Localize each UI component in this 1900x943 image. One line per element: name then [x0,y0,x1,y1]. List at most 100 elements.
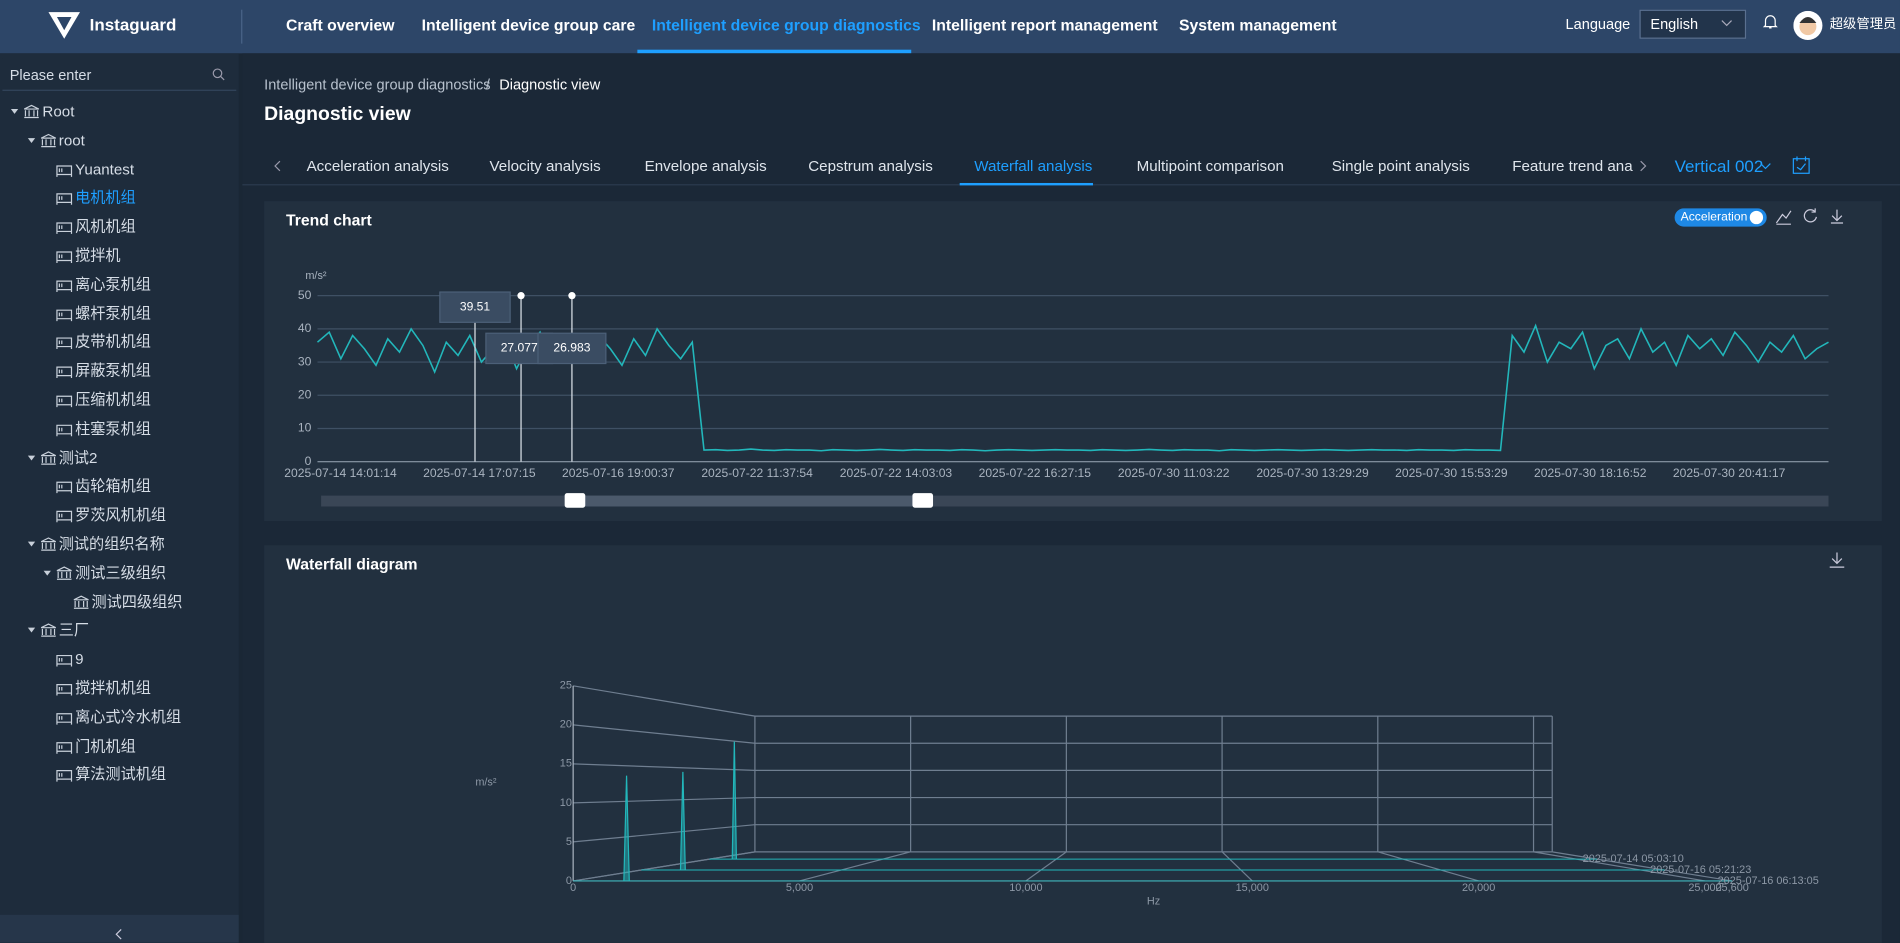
tab[interactable]: Acceleration analysis [306,157,449,175]
calendar-icon[interactable] [1792,156,1810,174]
tree-icon [56,164,73,177]
collapse-icon[interactable] [113,928,125,940]
y-tick-label: 20 [298,387,312,401]
org-icon [40,450,56,465]
device-icon [56,164,73,177]
tab[interactable]: Waterfall analysis [974,157,1093,175]
bell-icon[interactable] [1762,12,1779,31]
tree-node[interactable]: 门机机组 [75,737,136,755]
grid-line [573,824,755,843]
tree-node[interactable]: 离心泵机组 [75,276,151,293]
tree-icon [27,133,56,147]
nav-item[interactable]: System management [1179,15,1337,34]
nav-item[interactable]: Intelligent device group care [421,15,636,34]
y-tick-label: 15 [560,758,572,770]
tab[interactable]: Velocity analysis [489,157,601,175]
zoom-handle[interactable] [912,493,934,508]
toggle-knob [1749,210,1764,225]
device-icon [56,222,73,235]
tree-node[interactable]: 算法测试机组 [75,766,167,784]
tree-node[interactable]: 电机机组 [75,189,136,207]
grid-line [573,724,755,744]
x-tick-label: 5,000 [786,882,813,894]
tree-node[interactable]: 三厂 [58,622,90,640]
toolbar-icons[interactable] [1775,207,1848,226]
tree-node[interactable]: Yuantest [75,160,135,178]
device-icon [56,309,73,321]
tab-next[interactable] [1638,160,1648,172]
org-icon [40,537,56,551]
org-icon [73,595,89,609]
device-icon [56,280,73,292]
toggle-label[interactable]: Acceleration [1680,210,1748,225]
language-value[interactable]: English [1650,15,1699,33]
device-icon [56,366,73,379]
tree-node[interactable]: 测试的组织名称 [58,535,165,553]
page-title: Diagnostic view [264,104,411,125]
grid-line [799,851,911,882]
tree-icon [56,655,73,667]
brand: Instaguard [89,14,177,34]
tree-node[interactable]: 螺杆泵机组 [75,304,151,322]
user-name[interactable]: 超级管理员 [1829,16,1897,32]
tree-node[interactable]: 测试2 [58,449,98,467]
x-tick-label: 2025-07-22 14:03:03 [840,466,953,480]
tree-node[interactable]: 测试四级组织 [91,593,183,611]
tree-node[interactable]: 柱塞泵机组 [75,420,151,438]
measurement-point[interactable]: Vertical 002 [1674,156,1764,176]
tree-node[interactable]: 压缩机机组 [75,391,151,409]
tree-icon [56,337,73,350]
caret [27,137,35,143]
x-tick-label: 2025-07-14 17:07:15 [423,466,536,480]
row-label: 2025-07-16 05:21:23 [1650,864,1751,876]
grid-line [1533,851,1706,882]
tab[interactable]: Single point analysis [1331,157,1470,175]
y-tick-label: 5 [566,836,572,848]
tree-node[interactable]: 搅拌机机组 [75,679,151,697]
tree-node[interactable]: 9 [75,650,84,668]
toggle[interactable] [1674,208,1767,227]
search-icon[interactable] [212,68,225,81]
tab[interactable]: Multipoint comparison [1136,157,1284,175]
x-tick-label: 0 [570,882,576,894]
nav-item[interactable]: Craft overview [285,15,395,34]
tab-prev[interactable] [273,160,283,172]
device-icon [56,741,73,754]
nav-item[interactable]: Intelligent report management [931,15,1158,34]
waterfall-title: Waterfall diagram [285,554,418,574]
download-icon[interactable] [1829,551,1846,568]
tree-node[interactable]: 屏蔽泵机组 [75,362,151,380]
tree-node[interactable]: 搅拌机 [75,247,121,265]
tab[interactable]: Cepstrum analysis [808,157,933,175]
device-icon [56,770,73,783]
tooltip [439,291,511,323]
tab[interactable]: Feature trend analysis [1512,158,1634,174]
tree-node[interactable]: 齿轮箱机组 [75,477,151,495]
x-tick-label: 25,600 [1716,882,1749,894]
tab[interactable]: Envelope analysis [644,157,767,175]
avatar[interactable] [1793,10,1823,41]
breadcrumb-item[interactable]: Intelligent device group diagnostics [264,76,491,94]
tree-node[interactable]: 测试三级组织 [75,564,167,582]
spectrum-peak [623,775,630,881]
tree-node[interactable]: Root [42,102,75,120]
logo [48,12,80,39]
tree-node[interactable]: 罗茨风机机组 [75,506,167,524]
caret [43,570,51,576]
spectrum-peak [731,741,738,860]
zoom-handle[interactable] [564,493,586,508]
search-box[interactable] [2,58,237,91]
search-placeholder[interactable]: Please enter [9,66,92,84]
tree-node[interactable]: 离心式冷水机组 [75,708,182,726]
nav-item[interactable]: Intelligent device group diagnostics [651,15,921,34]
zoom-track [321,495,1829,507]
tree-node[interactable]: 皮带机机组 [75,333,151,351]
grid-line [573,851,756,882]
tree-icon [27,537,56,551]
tooltip-value: 26.983 [553,341,590,355]
y-tick-label: 20 [560,719,572,731]
tree-node[interactable]: root [58,131,85,149]
sidebar [0,53,239,943]
device-icon [56,193,73,206]
tree-node[interactable]: 风机机组 [75,218,136,236]
